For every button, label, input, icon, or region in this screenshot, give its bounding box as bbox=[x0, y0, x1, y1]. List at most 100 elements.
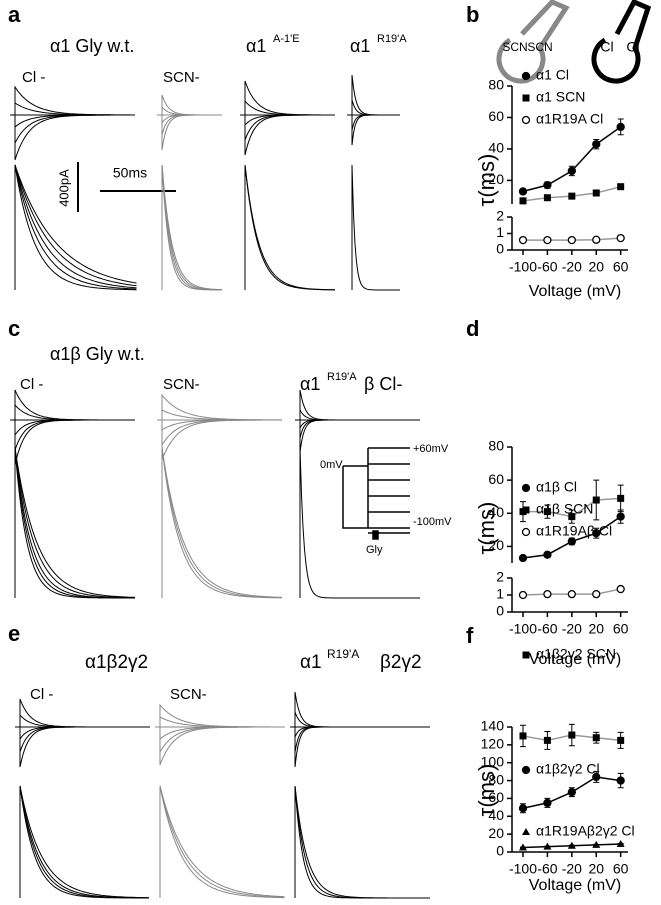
y-axis-label: τ(ms) bbox=[474, 502, 499, 555]
marker bbox=[592, 772, 601, 782]
legend-label: α1β2γ2 SCN bbox=[536, 646, 616, 662]
y-tick-label: 60 bbox=[488, 471, 504, 487]
marker bbox=[616, 839, 625, 847]
y-tick-label: 40 bbox=[488, 140, 504, 156]
panel-label: A-1'E bbox=[273, 33, 300, 45]
current-trace bbox=[19, 698, 149, 728]
panel-label: Cl - bbox=[22, 69, 45, 86]
marker bbox=[616, 776, 625, 785]
marker bbox=[543, 180, 552, 190]
y-tick-label: 60 bbox=[488, 789, 504, 805]
x-tick-label: -20 bbox=[562, 861, 582, 877]
legend-marker bbox=[521, 115, 531, 125]
y-tick-label: 0 bbox=[496, 241, 504, 257]
marker bbox=[518, 843, 527, 851]
legend-marker bbox=[521, 527, 531, 537]
x-tick-label: -20 bbox=[562, 621, 582, 637]
icon-outline bbox=[496, 0, 570, 84]
legend-label: α1 SCN bbox=[536, 89, 585, 105]
panel-label: SCN- bbox=[163, 69, 200, 86]
marker bbox=[617, 736, 625, 744]
legend-label: α1R19Aβ2γ2 Cl bbox=[536, 823, 635, 839]
protocol-steps bbox=[342, 447, 410, 529]
icon-outline bbox=[591, 0, 652, 84]
legend-label: α1R19A Cl bbox=[536, 111, 603, 127]
panel-label: β2γ2 bbox=[380, 652, 422, 673]
legend-marker bbox=[522, 651, 530, 659]
x-tick-label: 60 bbox=[613, 861, 629, 877]
panel-label: α1 bbox=[246, 36, 266, 56]
marker bbox=[543, 590, 552, 599]
y-tick-label: 0 bbox=[496, 603, 504, 619]
marker bbox=[567, 788, 576, 797]
panel-label: α1 Gly w.t. bbox=[50, 36, 134, 56]
x-tick-label: -60 bbox=[537, 861, 557, 877]
scale-label: 50ms bbox=[113, 165, 147, 181]
marker bbox=[616, 233, 625, 243]
marker bbox=[543, 736, 551, 744]
icon-label: SCN bbox=[527, 40, 552, 54]
current-trace bbox=[161, 447, 283, 598]
x-tick-label: -100 bbox=[509, 861, 537, 877]
y-tick-label: 120 bbox=[481, 736, 505, 752]
y-tick-label: 40 bbox=[488, 504, 504, 520]
current-trace bbox=[14, 447, 136, 598]
marker bbox=[592, 840, 601, 848]
legend-label: α1 Cl bbox=[536, 67, 569, 83]
current-trace bbox=[161, 94, 222, 116]
x-tick-label: 60 bbox=[613, 621, 629, 637]
marker bbox=[543, 798, 552, 808]
panel-label: Cl - bbox=[30, 686, 53, 703]
marker bbox=[518, 187, 528, 196]
icon-label: Cl bbox=[626, 39, 639, 55]
marker bbox=[616, 584, 625, 594]
marker bbox=[543, 194, 551, 202]
panel-label: α1 bbox=[300, 374, 320, 394]
panel-label: Cl - bbox=[20, 376, 43, 393]
current-trace bbox=[14, 389, 135, 421]
marker bbox=[518, 590, 528, 600]
protocol-label: Gly bbox=[366, 544, 383, 556]
marker bbox=[568, 731, 576, 739]
panel-label: R19'A bbox=[377, 33, 407, 45]
panel-label: R19'A bbox=[327, 371, 357, 383]
scale-label: 400pA bbox=[56, 169, 71, 207]
marker bbox=[592, 734, 600, 742]
current-trace bbox=[159, 703, 285, 728]
marker bbox=[568, 513, 576, 521]
legend-marker bbox=[521, 483, 531, 493]
marker bbox=[567, 235, 576, 245]
icon-label: SCN bbox=[502, 40, 527, 54]
panel-label: β Cl- bbox=[364, 374, 402, 394]
y-axis-label: τ(ms) bbox=[474, 154, 499, 207]
panel-letter: b bbox=[466, 2, 479, 27]
panel-letter: c bbox=[8, 316, 20, 341]
protocol-label: +60mV bbox=[413, 443, 449, 455]
x-tick-label: 20 bbox=[588, 621, 604, 637]
legend-marker bbox=[522, 828, 530, 835]
current-trace bbox=[14, 164, 137, 290]
y-tick-label: 0 bbox=[496, 843, 504, 859]
legend-marker bbox=[521, 765, 531, 775]
current-trace bbox=[14, 447, 135, 599]
legend-label: α1β SCN bbox=[536, 501, 593, 517]
y-tick-label: 60 bbox=[488, 108, 504, 124]
current-trace bbox=[161, 447, 282, 599]
y-tick-label: 20 bbox=[488, 537, 504, 553]
marker bbox=[543, 842, 552, 850]
marker bbox=[592, 235, 601, 244]
y-tick-label: 40 bbox=[488, 807, 504, 823]
current-trace bbox=[351, 164, 400, 291]
icons bbox=[496, 0, 652, 84]
protocol-label: 0mV bbox=[320, 459, 343, 471]
current-trace bbox=[159, 785, 285, 898]
protocol-label: -100mV bbox=[413, 516, 452, 528]
marker bbox=[567, 166, 576, 176]
marker bbox=[519, 732, 527, 740]
x-axis-label: Voltage (mV) bbox=[529, 651, 621, 668]
marker bbox=[592, 529, 601, 538]
legend-label: α1R19Aβ Cl bbox=[536, 523, 612, 539]
current-trace bbox=[14, 85, 135, 116]
marker bbox=[518, 553, 528, 563]
